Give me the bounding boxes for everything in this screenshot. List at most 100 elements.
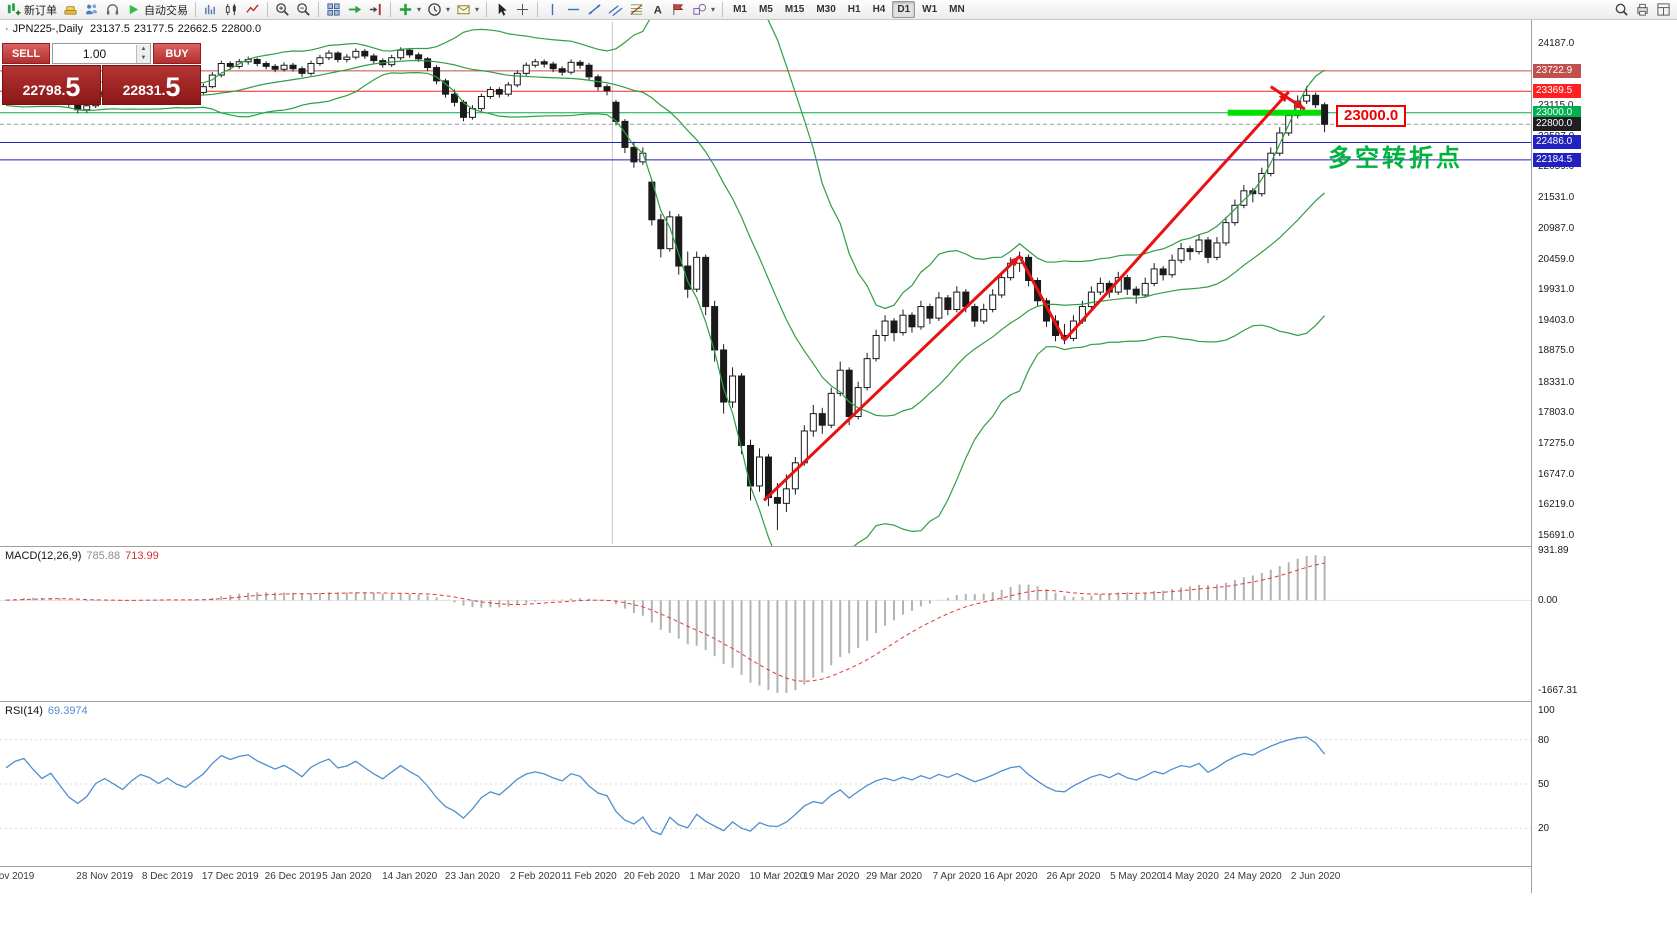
volume-spinner: ▲ ▼ [136, 44, 150, 63]
auto-scroll-button[interactable] [344, 1, 365, 19]
market-watch-button[interactable] [60, 1, 81, 19]
date-tick: 5 Jan 2020 [322, 871, 372, 882]
price-tick: 24187.0 [1538, 38, 1575, 49]
new-order-button[interactable]: 新订单 [3, 1, 60, 19]
date-tick: 14 May 2020 [1161, 871, 1219, 882]
chart-shift-button[interactable] [365, 1, 386, 19]
price-tick: 21531.0 [1538, 191, 1575, 203]
bollinger-middle-band [5, 59, 1325, 417]
macd-main-value: 785.88 [86, 550, 121, 562]
timeframe-h4-button[interactable]: H4 [872, 4, 886, 15]
headset-icon [105, 2, 120, 17]
main-chart-panel[interactable]: · JPN225-,Daily 23137.5 23177.5 22662.5 2280… [0, 0, 1531, 583]
price-tick: 15691.0 [1538, 529, 1575, 541]
rsi-value: 69.3974 [47, 705, 88, 717]
low-value: 22662.5 [177, 23, 218, 35]
periods-button[interactable]: ▾ [424, 1, 453, 19]
svg-text:A: A [654, 5, 662, 17]
buy-price-display[interactable]: 22831. 5 [102, 65, 201, 105]
toolbar-separator [486, 2, 488, 17]
chevron-down-icon: ▾ [711, 5, 716, 14]
timeframe-h1-button[interactable]: H1 [847, 4, 861, 15]
search-button[interactable] [1611, 1, 1632, 19]
volume-field[interactable]: 1.00 ▲ ▼ [52, 43, 151, 64]
trend-arrow-3 [1063, 90, 1290, 342]
price-tick: 17275.0 [1538, 438, 1575, 449]
trendline-button[interactable] [584, 1, 605, 19]
trend-arrow-2 [1018, 255, 1066, 341]
vline-icon [545, 2, 560, 17]
rsi-panel[interactable]: RSI(14) 69.3974 [0, 702, 1531, 867]
candlestick-chart-button[interactable] [221, 1, 242, 19]
bar-chart-button[interactable] [200, 1, 221, 19]
price-axis[interactable]: 24187.023115.022587.022059.021531.020987… [1531, 20, 1677, 893]
symbol-bullet: · [5, 23, 9, 35]
horizontal-line-button[interactable] [563, 1, 584, 19]
price-tag-22184.5: 22184.5 [1533, 152, 1581, 167]
cursor-button[interactable] [491, 1, 512, 19]
macd-signal-value: 713.99 [125, 550, 159, 562]
macd-name: MACD(12,26,9) [5, 550, 82, 562]
volume-decrease-button[interactable]: ▼ [137, 53, 150, 63]
line-chart-button[interactable] [242, 1, 263, 19]
date-tick: 26 Apr 2020 [1046, 871, 1101, 882]
timeframe-m15-button[interactable]: M15 [784, 4, 805, 15]
shift-icon [368, 2, 383, 17]
timeframe-m5-button[interactable]: M5 [758, 4, 773, 15]
support-button[interactable] [102, 1, 123, 19]
timeframe-d1-button[interactable]: D1 [892, 1, 916, 18]
macd-chart [0, 555, 1531, 693]
price-tag-23722.9: 23722.9 [1533, 63, 1581, 78]
volume-increase-button[interactable]: ▲ [137, 44, 150, 54]
timeframe-mn-button[interactable]: MN [949, 4, 965, 15]
date-tick: 17 Dec 2019 [201, 871, 259, 882]
rsi-axis-label: 50 [1538, 779, 1550, 790]
shapes-button[interactable]: ▾ [689, 1, 718, 19]
date-tick: 11 Feb 2020 [561, 871, 617, 882]
templates-button[interactable]: ▾ [453, 1, 482, 19]
cursor-icon [494, 2, 509, 17]
fibonacci-button[interactable] [626, 1, 647, 19]
volume-value[interactable]: 1.00 [82, 46, 107, 61]
timeframe-m30-button[interactable]: M30 [816, 4, 836, 15]
timeframe-m1-button[interactable]: M1 [733, 4, 747, 15]
symbol-name: JPN225-,Daily [12, 23, 83, 35]
channel-button[interactable] [605, 1, 626, 19]
tile-windows-button[interactable] [323, 1, 344, 19]
text-icon: A [650, 2, 665, 17]
profiles-button[interactable] [81, 1, 102, 19]
date-tick: 26 Dec 2019 [264, 871, 322, 882]
text-button[interactable]: A [647, 1, 668, 19]
price-level-annotation[interactable]: 23000.0 [1336, 105, 1407, 127]
buy-button[interactable]: BUY [153, 43, 201, 64]
rsi-chart [0, 736, 1531, 836]
turning-point-annotation[interactable]: 多空转折点 [1328, 145, 1463, 172]
label-button[interactable] [668, 1, 689, 19]
macd-panel[interactable]: MACD(12,26,9) 785.88 713.99 [0, 547, 1531, 702]
chevron-down-icon: ▾ [446, 5, 451, 14]
candlestick-chart[interactable] [0, 0, 1531, 583]
chart-windows-button[interactable] [1653, 1, 1674, 19]
time-axis[interactable]: 19 Nov 2019 28 Nov 2019 8 Dec 2019 17 Dec 2… [0, 867, 1531, 891]
toolbar-separator [722, 2, 724, 17]
candles-icon [224, 2, 239, 17]
timeframe-w1-button[interactable]: W1 [922, 4, 938, 15]
indicators-button[interactable]: ▾ [395, 1, 424, 19]
rsi-name: RSI(14) [5, 705, 43, 717]
date-tick: 2 Feb 2020 [509, 871, 561, 882]
sell-price-display[interactable]: 22798. 5 [2, 65, 101, 105]
date-tick: 20 Feb 2020 [623, 871, 680, 882]
crosshair-button[interactable] [512, 1, 533, 19]
macd-axis-label: 931.89 [1538, 545, 1569, 557]
date-tick: 19 Mar 2020 [803, 871, 860, 882]
auto-trading-button[interactable]: 自动交易 [123, 1, 191, 19]
open-value: 23137.5 [90, 23, 130, 35]
buy-price-small: 22831. [122, 82, 166, 98]
vertical-line-button[interactable] [542, 1, 563, 19]
print-button[interactable] [1632, 1, 1653, 19]
macd-axis-label: -1667.31 [1538, 684, 1578, 696]
zoom-out-button[interactable] [293, 1, 314, 19]
zoom-in-button[interactable] [272, 1, 293, 19]
price-tick: 17803.0 [1538, 407, 1575, 419]
sell-button[interactable]: SELL [2, 43, 50, 64]
